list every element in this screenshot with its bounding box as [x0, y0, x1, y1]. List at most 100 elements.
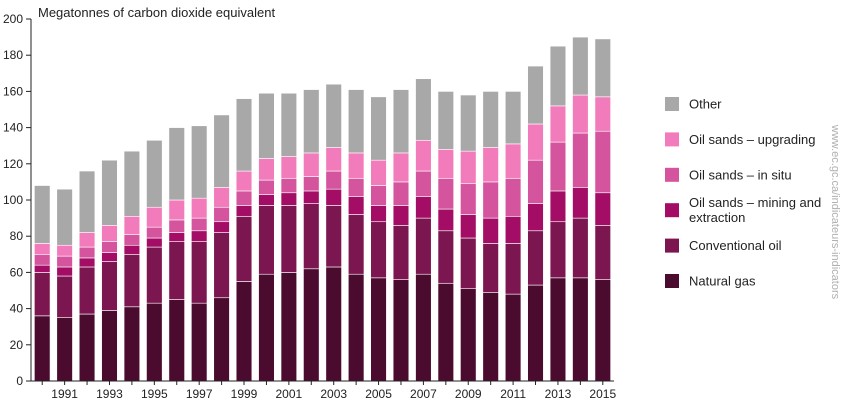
bars — [34, 36, 611, 382]
credit-text: www.ec.gc.ca/indicateurs-indicators — [829, 124, 841, 300]
bar-segment — [101, 252, 118, 262]
bar-segment — [572, 94, 589, 134]
bar-segment — [549, 221, 567, 279]
bar-segment — [123, 234, 141, 246]
x-axis: 1991 1993 1995 1997 1999 2001 2003 2005 2007 2009… — [41, 381, 616, 400]
bar-segment — [34, 243, 51, 255]
bar-segment — [235, 98, 253, 172]
bar-segment — [101, 241, 118, 253]
bar-segment — [460, 94, 477, 152]
x-tick-label: 2003 — [320, 387, 347, 400]
bar-segment — [370, 277, 387, 382]
bar-segment — [303, 190, 320, 204]
bar-segment — [213, 221, 230, 233]
bar-segment — [213, 206, 230, 223]
bar-segment — [415, 196, 432, 219]
legend: Other Oil sands – upgrading Oil sands – in… — [665, 97, 821, 289]
bar-segment — [370, 205, 387, 223]
bar-segment — [101, 310, 118, 382]
legend-label: Oil sands – mining and extraction — [689, 195, 821, 225]
x-tick-label: 1997 — [186, 387, 213, 400]
bar-segment — [146, 246, 163, 304]
bar-segment — [34, 272, 51, 317]
bar-segment — [527, 159, 544, 204]
bar-segment — [504, 143, 522, 179]
x-tick-label: 1995 — [141, 387, 168, 400]
x-tick-label: 2001 — [276, 387, 303, 400]
legend-label: Other — [689, 97, 722, 112]
bar-segment — [460, 150, 477, 185]
bar-segment — [303, 176, 320, 192]
bar-segment — [303, 89, 320, 154]
bar-segment — [594, 225, 611, 280]
bar-segment — [527, 123, 544, 161]
x-tick-label: 1999 — [231, 387, 258, 400]
bar-segment — [437, 208, 454, 232]
bar-segment — [347, 196, 365, 215]
bar-segment — [325, 205, 342, 268]
bar-segment — [437, 91, 454, 150]
bar-segment — [168, 199, 185, 221]
bar-segment — [549, 105, 567, 143]
axis-lines — [30, 19, 614, 382]
y-tick-label: 40 — [10, 302, 24, 316]
bar-segment — [168, 232, 185, 242]
bar-segment — [437, 149, 454, 179]
x-tick-label: 2007 — [410, 387, 437, 400]
bar-segment — [437, 230, 454, 284]
bar-segment — [549, 45, 567, 107]
bar-segment — [325, 170, 342, 190]
bar-segment — [191, 217, 208, 232]
bar-segment — [415, 170, 432, 197]
bar-segment — [482, 147, 499, 183]
bar-segment — [235, 205, 253, 217]
y-tick-label: 120 — [3, 157, 23, 171]
bar-segment — [460, 288, 477, 382]
bar-segment — [527, 230, 544, 286]
bar-segment — [78, 246, 96, 259]
bar-segment — [146, 206, 163, 228]
bar-segment — [482, 91, 499, 148]
bar-segment — [347, 177, 365, 197]
bar-segment — [123, 254, 141, 308]
bar-segment — [258, 273, 275, 382]
bar-segment — [392, 152, 410, 183]
bar-segment — [594, 96, 611, 132]
bar-segment — [146, 226, 163, 239]
bar-segment — [78, 266, 96, 315]
bar-segment — [123, 215, 141, 235]
bar-segment — [168, 299, 185, 382]
bar-segment — [392, 279, 410, 382]
bar-segment — [527, 203, 544, 232]
legend-swatch — [665, 167, 679, 182]
bar-segment — [325, 266, 342, 382]
bar-segment — [392, 205, 410, 226]
bar-segment — [347, 214, 365, 275]
bar-segment — [392, 181, 410, 206]
bar-segment — [572, 36, 589, 96]
bar-segment — [191, 302, 208, 382]
x-tick-label: 2013 — [545, 387, 572, 400]
bar-segment — [370, 159, 387, 186]
bar-segment — [370, 185, 387, 206]
bar-segment — [191, 230, 208, 242]
bar-segment — [168, 127, 185, 201]
bar-segment — [56, 188, 73, 246]
bar-segment — [594, 38, 611, 98]
bar-segment — [415, 78, 432, 141]
bar-segment — [392, 225, 410, 280]
y-tick-label: 20 — [10, 338, 24, 352]
bar-segment — [594, 130, 611, 194]
bar-segment — [78, 170, 96, 233]
bar-segment — [370, 96, 387, 161]
bar-segment — [415, 139, 432, 172]
bar-segment — [303, 203, 320, 270]
bar-segment — [34, 185, 51, 244]
bar-segment — [460, 237, 477, 289]
bar-segment — [78, 257, 96, 268]
bar-segment — [280, 272, 298, 382]
bar-segment — [78, 232, 96, 248]
bar-segment — [56, 266, 73, 277]
legend-swatch — [665, 274, 679, 288]
